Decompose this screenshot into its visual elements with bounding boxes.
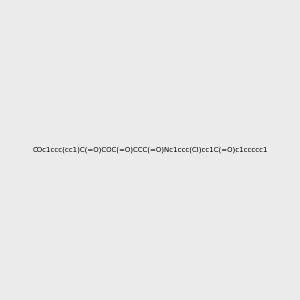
Text: COc1ccc(cc1)C(=O)COC(=O)CCC(=O)Nc1ccc(Cl)cc1C(=O)c1ccccc1: COc1ccc(cc1)C(=O)COC(=O)CCC(=O)Nc1ccc(Cl…	[32, 147, 268, 153]
